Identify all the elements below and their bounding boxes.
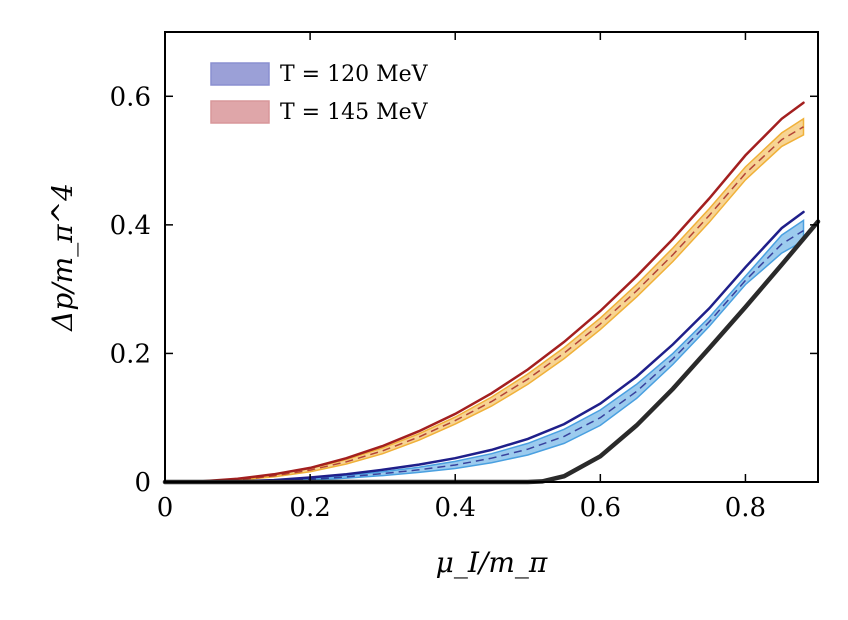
- legend-swatch-1: [210, 100, 270, 124]
- axis-ticks: 0 0.2 0.4 0.6 0.8 0 0.2 0.4 0.6: [110, 32, 818, 523]
- legend: T = 120 MeV T = 145 MeV: [210, 62, 429, 125]
- x-tick-label-1: 0.2: [289, 493, 330, 523]
- band-series-0: [164, 117, 805, 483]
- x-tick-label-4: 0.8: [725, 493, 766, 523]
- y-tick-label-3: 0.6: [110, 82, 151, 112]
- x-tick-label-2: 0.4: [435, 493, 476, 523]
- band-center-series-1: [165, 229, 804, 483]
- legend-label-0: T = 120 MeV: [280, 62, 429, 87]
- plot-frame: [164, 31, 819, 483]
- y-tick-label-2: 0.4: [110, 211, 151, 241]
- legend-swatch-0: [210, 62, 270, 86]
- line-series-2: [162, 219, 821, 485]
- x-axis-title: μ_I/m_π: [436, 546, 548, 579]
- confidence-bands: [164, 117, 805, 483]
- x-tick-label-0: 0: [157, 493, 174, 523]
- x-tick-label-3: 0.6: [580, 493, 621, 523]
- y-tick-label-1: 0.2: [110, 339, 151, 369]
- y-axis-title: Δp/m_π^4: [46, 183, 79, 332]
- legend-label-1: T = 145 MeV: [280, 100, 429, 125]
- series-lines: [162, 101, 821, 485]
- band-center-series-0: [164, 126, 804, 483]
- axis-titles: μ_I/m_π Δp/m_π^4: [46, 183, 548, 579]
- line-series-0: [163, 101, 805, 484]
- y-tick-label-0: 0: [134, 468, 151, 498]
